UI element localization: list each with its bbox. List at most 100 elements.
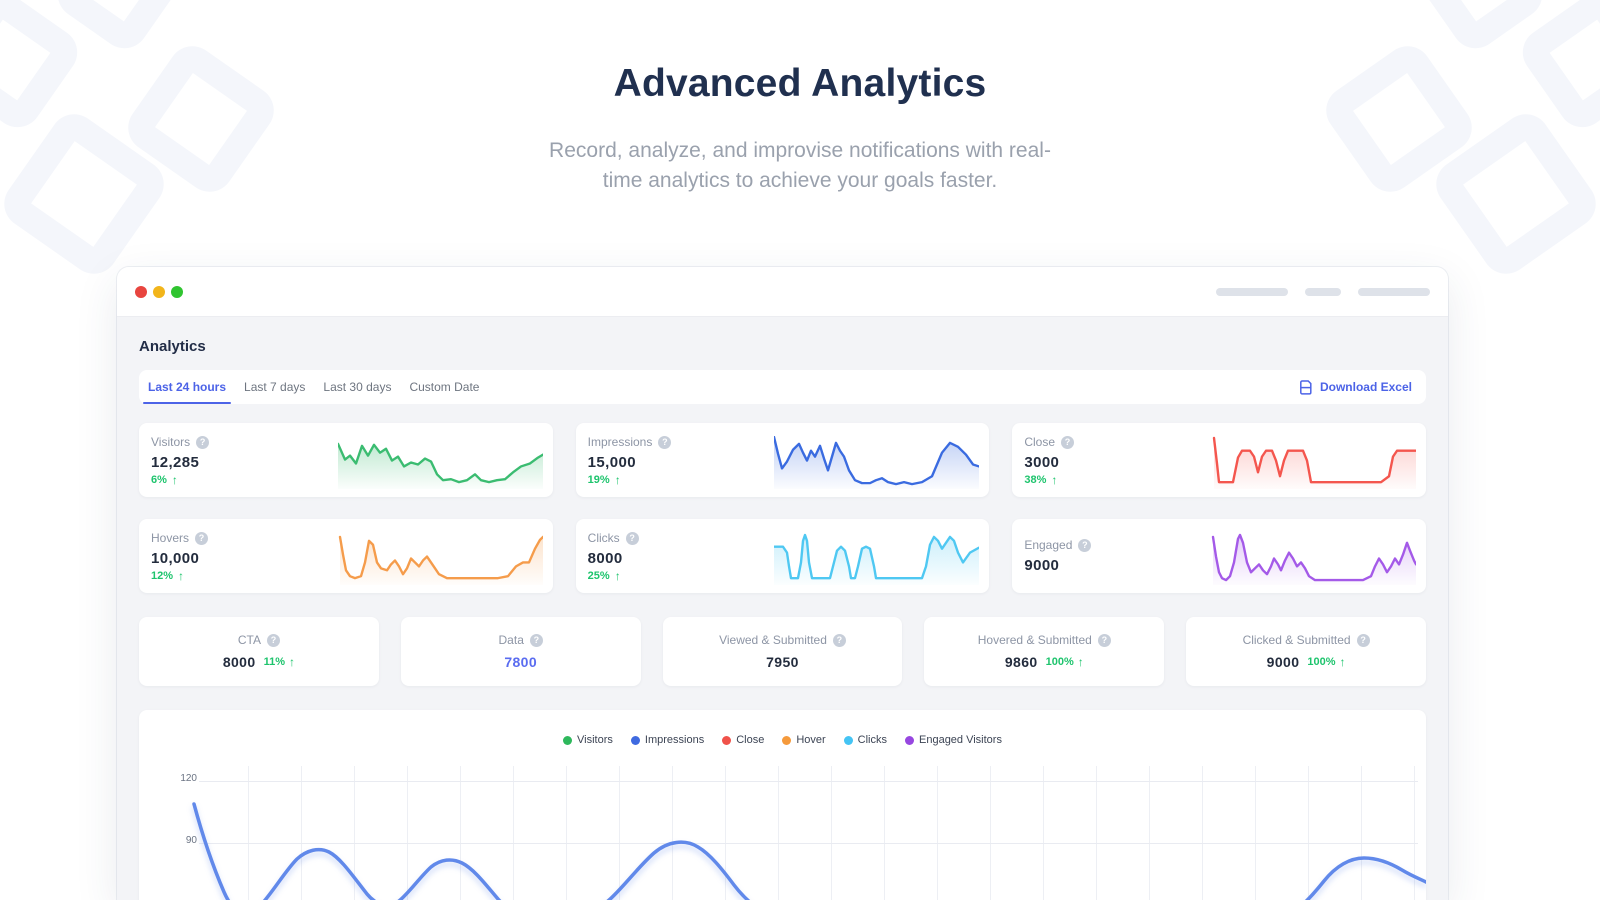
summary-value: 9860	[1004, 654, 1038, 670]
legend-item-visitors[interactable]: Visitors	[563, 734, 613, 746]
legend-dot-icon	[563, 735, 573, 745]
trend-up-icon	[1340, 655, 1346, 669]
summary-label: Clicked & Submitted	[1242, 633, 1351, 647]
stat-card-engaged: Engaged 9000	[1012, 519, 1426, 593]
legend-label: Close	[736, 734, 765, 746]
summary-change: 11%	[263, 656, 285, 668]
help-icon[interactable]	[832, 633, 846, 647]
summary-card-clicked-submitted: Clicked & Submitted 9000 100%	[1186, 617, 1426, 686]
titlebar-placeholders	[1216, 287, 1430, 296]
summary-card-viewed-submitted: Viewed & Submitted 7950	[662, 617, 903, 686]
sparkline-engaged	[1211, 533, 1416, 586]
stat-label: Close	[1024, 435, 1056, 449]
stat-change: 12%	[151, 570, 174, 582]
overview-chart-card: Visitors Impressions Close Hover Clicks …	[139, 710, 1426, 900]
help-icon[interactable]	[1078, 538, 1092, 552]
stat-value: 12,285	[151, 454, 200, 471]
stat-change: 6%	[151, 474, 167, 486]
summary-label: Data	[498, 633, 524, 647]
stat-value: 10,000	[151, 550, 200, 567]
page-title: Advanced Analytics	[613, 62, 987, 105]
window-controls	[135, 285, 183, 298]
download-excel-button[interactable]: Download Excel	[1299, 370, 1412, 404]
excel-file-icon	[1300, 379, 1312, 395]
tab-last-7-days[interactable]: Last 7 days	[235, 370, 314, 404]
placeholder-bar	[1358, 287, 1430, 296]
summary-card-hovered-submitted: Hovered & Submitted 9860 100%	[924, 617, 1165, 686]
help-icon[interactable]	[196, 435, 210, 449]
help-icon[interactable]	[529, 633, 543, 647]
summary-label: Viewed & Submitted	[719, 633, 827, 647]
sparkline-impressions	[774, 436, 980, 490]
gridline-90	[199, 843, 1418, 844]
stat-value: 9000	[1024, 557, 1060, 574]
legend-item-hover[interactable]: Hover	[782, 734, 826, 746]
stat-card-hovers: Hovers 10,000 12%	[139, 519, 553, 593]
gridline-120	[199, 781, 1418, 782]
placeholder-bar	[1216, 287, 1288, 296]
trend-up-icon	[1051, 473, 1057, 487]
legend-dot-icon	[782, 735, 792, 745]
summary-value: 7800	[504, 654, 538, 670]
help-icon[interactable]	[1097, 633, 1111, 647]
tab-last-30-days[interactable]: Last 30 days	[314, 370, 400, 404]
subtitle-line-2: time analytics to achieve your goals fas…	[602, 168, 998, 192]
legend-item-impressions[interactable]: Impressions	[630, 734, 704, 746]
tab-last-24-hours[interactable]: Last 24 hours	[139, 370, 235, 404]
stat-card-close: Close 3000 38%	[1012, 423, 1426, 497]
trend-up-icon	[615, 473, 621, 487]
trend-up-icon	[172, 473, 178, 487]
summary-value: 9000	[1266, 654, 1300, 670]
legend-label: Engaged Visitors	[919, 734, 1002, 746]
help-icon[interactable]	[195, 531, 209, 545]
tab-custom-date[interactable]: Custom Date	[400, 370, 488, 404]
summary-card-cta: CTA 8000 11%	[139, 617, 379, 686]
stat-label: Impressions	[587, 435, 653, 449]
legend-item-engaged-visitors[interactable]: Engaged Visitors	[905, 734, 1002, 746]
stat-card-grid: Visitors 12,285 6% Impressions 15,000 19…	[139, 423, 1426, 593]
expand-button[interactable]	[171, 285, 183, 298]
trend-up-icon	[615, 569, 621, 583]
browser-titlebar	[117, 267, 1448, 317]
minimize-button[interactable]	[153, 285, 165, 298]
help-icon[interactable]	[1356, 633, 1370, 647]
help-icon[interactable]	[266, 633, 280, 647]
date-range-tabbar: Last 24 hours Last 7 days Last 30 days C…	[139, 370, 1426, 404]
summary-value: 8000	[222, 654, 256, 670]
legend-item-close[interactable]: Close	[722, 734, 764, 746]
stat-value: 3000	[1024, 454, 1060, 471]
help-icon[interactable]	[658, 435, 672, 449]
download-excel-label: Download Excel	[1319, 380, 1412, 394]
legend-label: Clicks	[857, 734, 887, 746]
summary-card-grid: CTA 8000 11% Data 7800 Viewed & Submitted…	[139, 617, 1426, 686]
trend-up-icon	[1078, 655, 1084, 669]
chart-line-impressions	[192, 802, 1426, 900]
legend-item-clicks[interactable]: Clicks	[843, 734, 887, 746]
sparkline-clicks	[774, 533, 980, 586]
stat-label: Hovers	[151, 531, 190, 545]
subtitle-line-1: Record, analyze, and improvise notificat…	[549, 139, 1051, 162]
summary-card-data: Data 7800	[400, 617, 641, 686]
dashboard-content: Analytics Last 24 hours Last 7 days Last…	[117, 338, 1448, 900]
stat-card-visitors: Visitors 12,285 6%	[139, 423, 553, 497]
y-tick-120: 120	[180, 773, 197, 784]
legend-label: Visitors	[577, 734, 613, 746]
help-icon[interactable]	[625, 531, 639, 545]
trend-up-icon	[178, 569, 184, 583]
stat-change: 25%	[587, 570, 610, 582]
legend-dot-icon	[630, 735, 640, 745]
stat-label: Visitors	[151, 435, 191, 449]
legend-dot-icon	[843, 735, 853, 745]
page-subtitle: Record, analyze, and improvise notificat…	[0, 136, 1600, 196]
help-icon[interactable]	[1061, 435, 1075, 449]
summary-change: 100%	[1045, 656, 1074, 668]
chart-vertical-gridlines	[248, 766, 1420, 900]
summary-label: Hovered & Submitted	[977, 633, 1092, 647]
close-button[interactable]	[135, 285, 147, 298]
hero-section: Advanced Analytics Record, analyze, and …	[0, 62, 1600, 196]
y-tick-90: 90	[185, 835, 197, 846]
stat-value: 8000	[587, 550, 623, 567]
legend-label: Hover	[796, 734, 826, 746]
dashboard-heading: Analytics	[139, 338, 206, 355]
